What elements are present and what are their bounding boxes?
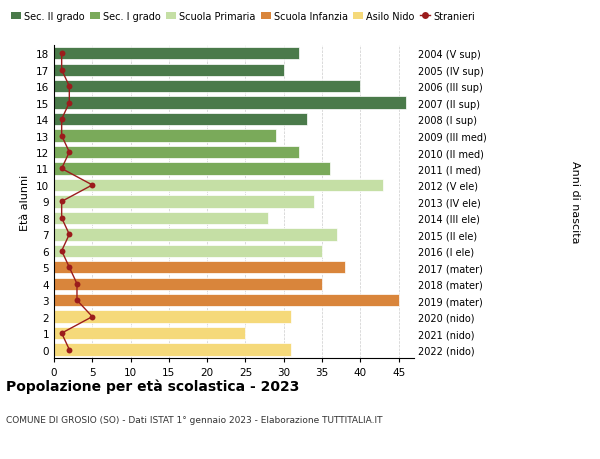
Point [65, 83, 74, 90]
Point [72, 280, 82, 288]
Bar [54, 130, 276, 142]
Bar [54, 114, 307, 126]
Point [57, 165, 67, 173]
Point [88, 313, 97, 321]
Point [88, 182, 97, 189]
Point [65, 149, 74, 157]
Bar [54, 229, 337, 241]
Bar [54, 311, 292, 323]
Point [57, 247, 67, 255]
Point [72, 297, 82, 304]
Point [57, 133, 67, 140]
Point [57, 67, 67, 74]
Point [65, 100, 74, 107]
Point [65, 231, 74, 239]
Bar [54, 179, 383, 192]
Point [65, 264, 74, 271]
Point [57, 215, 67, 222]
Point [57, 330, 67, 337]
Bar [54, 327, 245, 340]
Bar [54, 262, 345, 274]
Bar [54, 212, 268, 224]
Y-axis label: Età alunni: Età alunni [20, 174, 31, 230]
Bar [54, 344, 292, 356]
Point [65, 346, 74, 353]
Bar [54, 97, 406, 110]
Legend: Sec. II grado, Sec. I grado, Scuola Primaria, Scuola Infanzia, Asilo Nido, Stran: Sec. II grado, Sec. I grado, Scuola Prim… [11, 12, 475, 22]
Bar [54, 64, 284, 77]
Bar [54, 146, 299, 159]
Bar [54, 81, 361, 93]
Y-axis label: Anni di nascita: Anni di nascita [570, 161, 580, 243]
Point [57, 50, 67, 58]
Bar [54, 245, 322, 257]
Point [57, 116, 67, 123]
Point [57, 198, 67, 206]
Bar [54, 294, 398, 307]
Text: Popolazione per età scolastica - 2023: Popolazione per età scolastica - 2023 [6, 379, 299, 393]
Bar [54, 196, 314, 208]
Bar [54, 278, 322, 290]
Bar [54, 163, 330, 175]
Bar [54, 48, 299, 60]
Text: COMUNE DI GROSIO (SO) - Dati ISTAT 1° gennaio 2023 - Elaborazione TUTTITALIA.IT: COMUNE DI GROSIO (SO) - Dati ISTAT 1° ge… [6, 415, 383, 425]
